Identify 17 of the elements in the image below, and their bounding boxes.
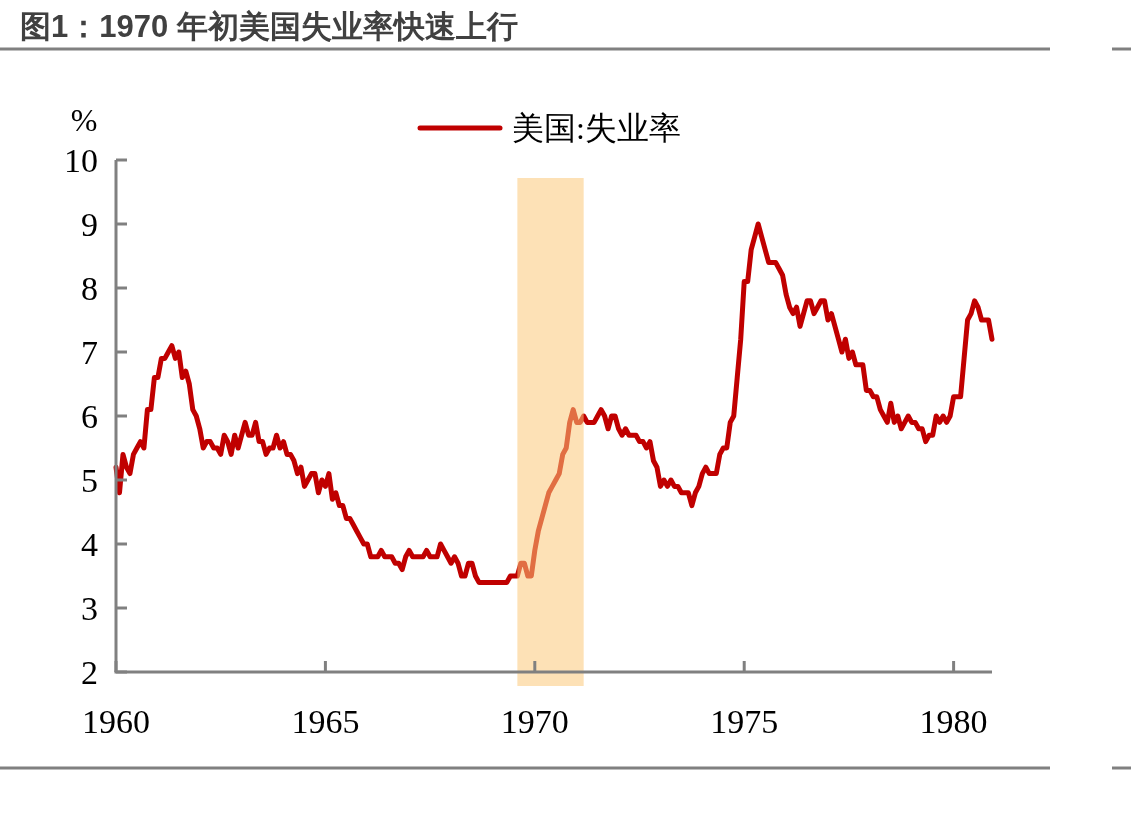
y-tick-label: 5 — [81, 461, 98, 499]
x-tick-label: 1975 — [710, 703, 779, 740]
y-axis-title: % — [70, 102, 98, 138]
x-tick-label: 1960 — [82, 703, 150, 740]
x-tick-label: 1965 — [291, 703, 360, 740]
y-tick-label: 10 — [64, 141, 98, 179]
y-tick-label: 3 — [81, 589, 98, 627]
y-tick-label: 9 — [81, 205, 98, 243]
y-tick-label: 2 — [81, 653, 98, 691]
x-tick-label: 1980 — [919, 703, 988, 740]
y-tick-label: 8 — [81, 269, 98, 307]
chart-title: 图1：1970 年初美国失业率快速上行 — [20, 9, 518, 44]
x-tick-label: 1970 — [500, 703, 569, 740]
y-tick-label: 6 — [81, 397, 98, 435]
legend-label: 美国:失业率 — [512, 110, 681, 146]
y-tick-label: 7 — [81, 333, 98, 371]
y-tick-label: 4 — [81, 525, 98, 563]
